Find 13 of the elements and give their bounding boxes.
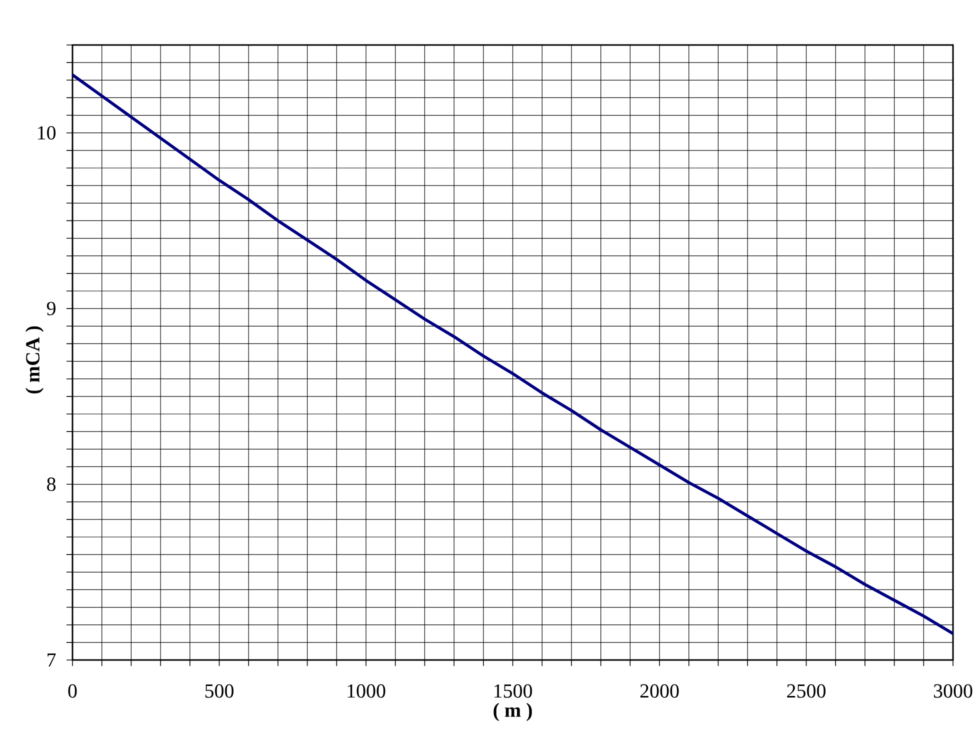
x-tick-label: 3000 bbox=[934, 684, 972, 698]
x-tick-label: 1500 bbox=[494, 684, 532, 698]
x-tick-label: 2000 bbox=[640, 684, 679, 698]
x-tick-label: 1000 bbox=[348, 684, 386, 698]
x-tick-label: 2500 bbox=[787, 684, 826, 698]
y-tick-label: 9 bbox=[46, 302, 56, 316]
y-tick-label: 7 bbox=[48, 653, 56, 667]
y-tick-label: 10 bbox=[38, 126, 56, 140]
y-axis-title: ( mCA ) bbox=[25, 326, 44, 394]
x-tick-label: 500 bbox=[205, 684, 234, 698]
x-tick-label: 0 bbox=[68, 684, 77, 698]
y-tick-label: 8 bbox=[47, 478, 56, 492]
x-axis-title: ( m ) bbox=[494, 702, 532, 722]
